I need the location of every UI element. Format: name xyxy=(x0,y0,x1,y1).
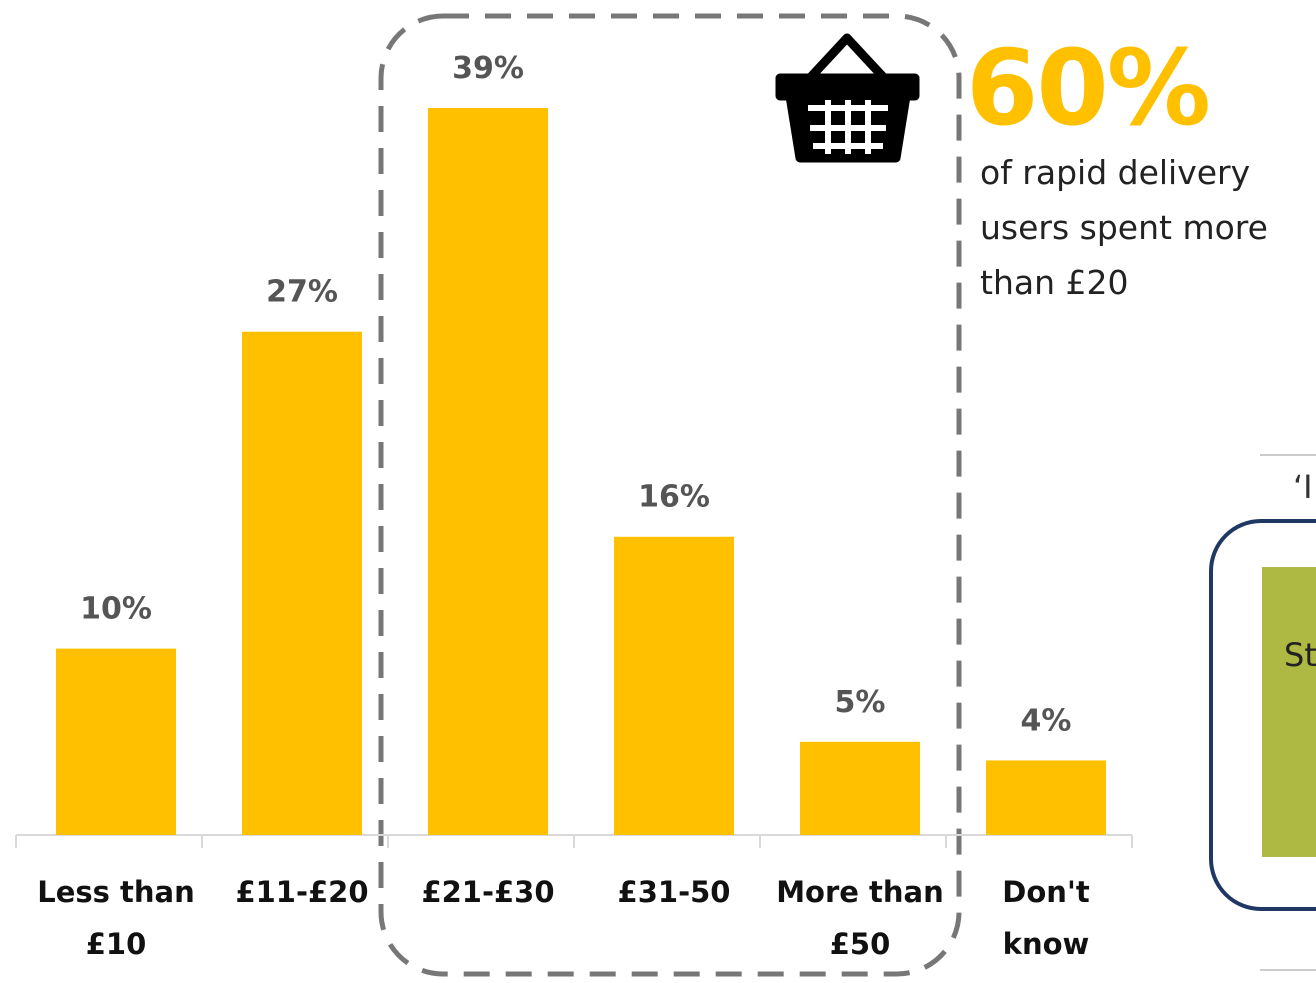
value-label: 39% xyxy=(452,51,524,86)
bar xyxy=(614,536,734,835)
annotation-value: 60% xyxy=(966,27,1211,149)
bar xyxy=(986,760,1106,835)
panel-text: St xyxy=(1284,636,1316,674)
value-label: 10% xyxy=(80,592,152,627)
bar xyxy=(242,331,362,835)
value-label: 5% xyxy=(835,685,886,720)
x-tick-label: £31-50 xyxy=(617,875,731,909)
value-label: 4% xyxy=(1021,703,1072,738)
x-tick-label: £21-£30 xyxy=(421,875,555,909)
annotation-text: of rapid delivery users spent more than … xyxy=(980,153,1268,302)
x-tick-label: Don't know xyxy=(1002,875,1090,961)
value-label: 16% xyxy=(638,480,710,515)
bar xyxy=(800,741,920,835)
basket-icon xyxy=(775,33,920,163)
x-tick-label: More than £50 xyxy=(776,875,944,961)
x-tick-label: £11-£20 xyxy=(235,875,369,909)
panel-fill xyxy=(1262,567,1316,857)
panel-box xyxy=(1209,519,1316,911)
bar xyxy=(56,648,176,835)
bar xyxy=(428,108,548,835)
highlight-frame xyxy=(378,13,962,977)
value-label: 27% xyxy=(266,275,338,310)
x-tick-label: Less than £10 xyxy=(37,875,195,961)
panel-quote: ‘I xyxy=(1293,468,1313,506)
